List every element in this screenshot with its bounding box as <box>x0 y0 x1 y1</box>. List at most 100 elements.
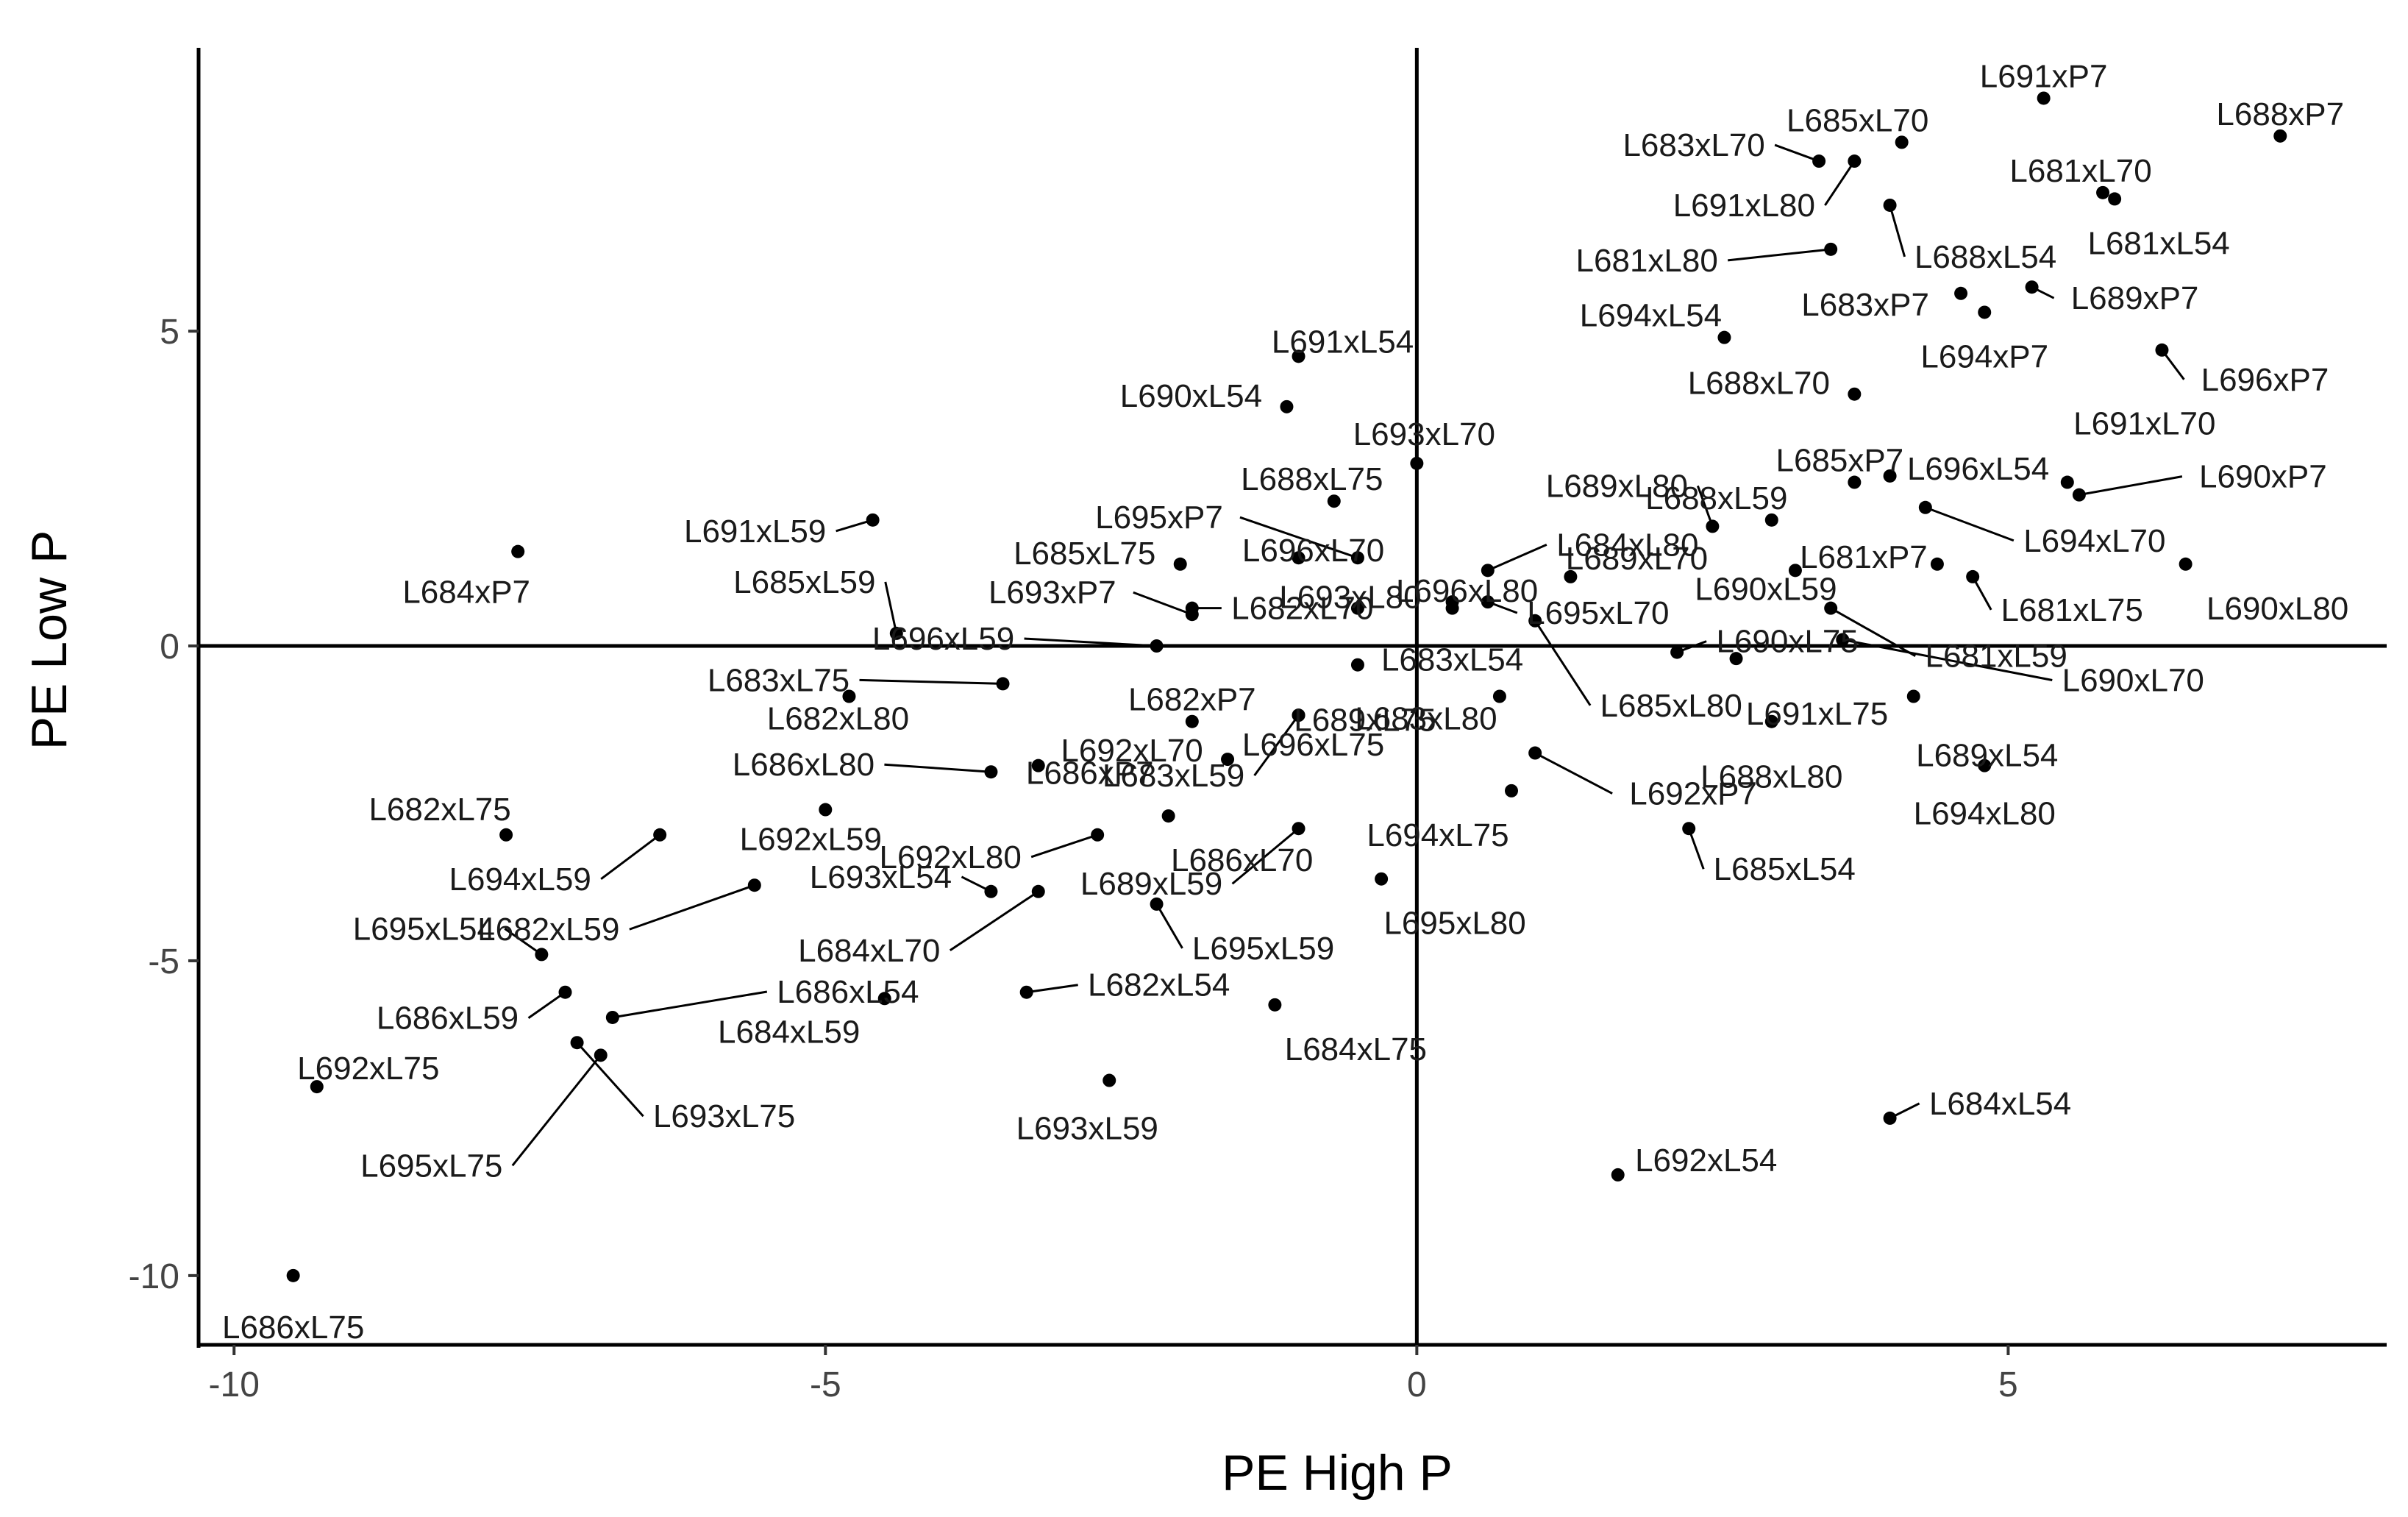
data-point <box>1350 601 1364 615</box>
point-label: L690xL75 <box>1716 624 1858 660</box>
point-label: L690xL70 <box>2062 662 2204 698</box>
leader-line <box>1026 984 1078 994</box>
data-point <box>1481 564 1495 578</box>
point-label: L696xL54 <box>1907 451 2049 487</box>
point-label: L681xL70 <box>2009 153 2151 189</box>
data-point <box>1848 387 1862 401</box>
point-label: L691xL80 <box>1673 188 1815 224</box>
leader-line <box>1487 543 1547 572</box>
data-point <box>1492 689 1506 703</box>
data-point <box>1706 519 1720 533</box>
leader-line <box>629 884 755 931</box>
data-point <box>1966 569 1980 583</box>
leader-line <box>1133 591 1193 616</box>
data-point <box>866 513 880 527</box>
data-point <box>1031 884 1045 898</box>
data-point <box>889 626 903 640</box>
data-point <box>2096 185 2110 199</box>
point-label: L690xL54 <box>1120 378 1262 414</box>
data-point <box>1848 475 1862 489</box>
reference-lines <box>199 48 2387 1345</box>
data-point <box>2037 91 2051 105</box>
point-label: L695xP7 <box>1095 500 1223 536</box>
point-label: L681xL59 <box>1926 639 2067 675</box>
data-point <box>1445 601 1459 615</box>
point-label: L696xP7 <box>2201 362 2329 398</box>
point-label: L684xL80 <box>1556 527 1698 563</box>
data-point <box>1103 1073 1116 1087</box>
point-label: L693xL80 <box>1279 580 1421 616</box>
point-label: L696xL75 <box>1242 727 1384 763</box>
point-label: L686xL70 <box>1171 842 1313 878</box>
point-label: L694xL54 <box>1580 298 1722 334</box>
point-label: L683xL80 <box>1355 701 1497 737</box>
point-label: L689xL80 <box>1546 468 1688 504</box>
point-label: L683xP7 <box>1801 287 1929 323</box>
data-point <box>1161 809 1175 823</box>
leader-line <box>1024 637 1157 647</box>
point-label: L682xL54 <box>1088 967 1230 1003</box>
data-point <box>499 828 513 842</box>
leader-line <box>1231 828 1300 885</box>
data-point <box>2273 129 2287 143</box>
point-label: L693xP7 <box>989 575 1116 611</box>
leader-line <box>527 991 566 1019</box>
point-label: L693xL59 <box>1016 1111 1158 1147</box>
point-label: L683xL54 <box>1381 642 1523 678</box>
leader-line <box>1842 639 2053 681</box>
data-point <box>1611 1168 1625 1182</box>
data-point <box>1185 714 1199 728</box>
data-point <box>1481 595 1495 609</box>
point-label: L688xP7 <box>2216 96 2344 132</box>
point-label: L685xL54 <box>1714 851 1856 887</box>
leader-line <box>1774 143 1820 163</box>
x-axis-title: PE High P <box>1222 1445 1453 1501</box>
point-label: L693xL70 <box>1353 416 1495 452</box>
y-tick-label: 5 <box>160 313 179 352</box>
point-label: L682xL59 <box>477 912 619 948</box>
point-label: L696xL59 <box>872 621 1014 657</box>
data-point <box>1031 758 1045 772</box>
data-points <box>286 91 2287 1282</box>
data-point <box>1717 330 1731 344</box>
data-point <box>653 828 667 842</box>
data-point <box>1505 784 1518 797</box>
point-label: L696xL80 <box>1396 573 1538 609</box>
point-label: L688xL70 <box>1688 366 1830 402</box>
point-label: L689xL70 <box>1566 541 1708 577</box>
x-tick-label: -5 <box>810 1365 841 1404</box>
data-point <box>1221 753 1235 767</box>
data-point <box>1185 601 1199 615</box>
leader-line <box>1830 607 1916 657</box>
point-label: L682xL75 <box>368 792 510 828</box>
data-point <box>594 1048 608 1062</box>
data-point <box>1019 985 1033 999</box>
data-point <box>2179 557 2193 571</box>
point-label: L684xL59 <box>718 1014 860 1050</box>
point-label: L692xL54 <box>1635 1143 1777 1179</box>
point-label: L682xP7 <box>1128 682 1256 718</box>
leader-line <box>612 990 768 1019</box>
point-label: L689xP7 <box>2071 280 2199 316</box>
data-point <box>1327 494 1341 508</box>
data-point <box>605 1010 619 1024</box>
data-point <box>1930 557 1944 571</box>
data-point <box>2060 475 2074 489</box>
data-point <box>1848 154 1862 168</box>
point-label: L695xL75 <box>360 1148 502 1184</box>
data-point <box>984 765 998 779</box>
data-point <box>1895 135 1909 149</box>
point-label: L691xL54 <box>1272 324 1414 360</box>
data-point <box>747 878 761 892</box>
data-point <box>1350 658 1364 672</box>
point-label: L694xP7 <box>1920 338 2048 374</box>
leader-line <box>859 678 1003 685</box>
point-label: L693xL75 <box>653 1098 795 1134</box>
point-label: L692xP7 <box>1629 776 1757 812</box>
point-label: L689xL59 <box>1080 866 1222 902</box>
data-point <box>2072 488 2086 502</box>
y-tick-label: 0 <box>160 628 179 667</box>
data-point <box>1670 645 1684 659</box>
point-label: L689xL75 <box>1294 703 1436 739</box>
point-label: L685xL80 <box>1600 688 1742 724</box>
